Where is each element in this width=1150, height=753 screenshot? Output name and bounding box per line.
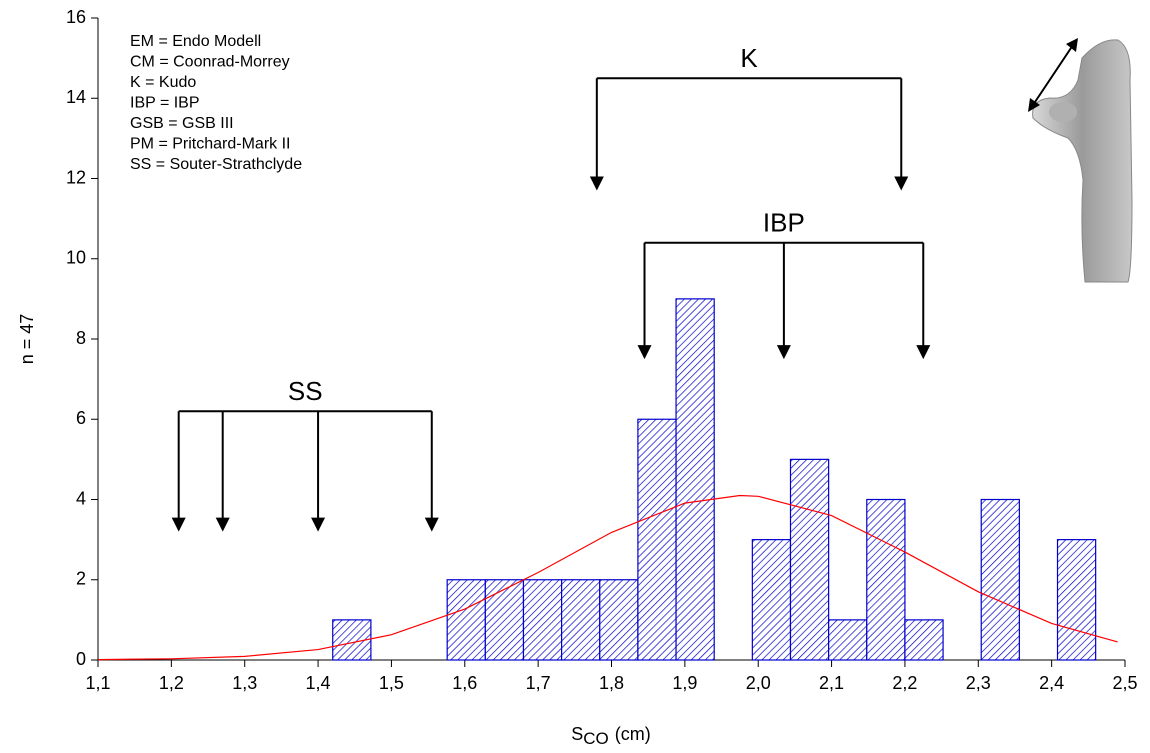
x-tick-label: 2,1 xyxy=(819,673,844,693)
histogram-bar xyxy=(789,458,830,661)
x-label-main: S xyxy=(571,724,583,744)
histogram-bar xyxy=(1056,539,1097,661)
y-axis-label: n = 47 xyxy=(17,314,37,365)
y-tick-label: 12 xyxy=(66,167,86,187)
arrow-head xyxy=(637,345,652,360)
histogram-bar xyxy=(675,298,715,661)
x-tick-label: 1,8 xyxy=(599,673,624,693)
fitted-curve xyxy=(97,494,1118,661)
x-tick-label: 2,2 xyxy=(892,673,917,693)
arrow-head xyxy=(776,345,791,360)
x-label-unit: (cm) xyxy=(615,724,651,744)
x-tick-label: 1,5 xyxy=(379,673,404,693)
legend-text: EM = Endo Modell xyxy=(130,33,261,50)
y-tick-label: 10 xyxy=(66,248,86,268)
x-tick-label: 2,3 xyxy=(966,673,991,693)
legend-text: IBP = IBP xyxy=(130,95,200,112)
histogram-bar xyxy=(828,619,868,661)
legend-text: CM = Coonrad-Morrey xyxy=(130,54,290,71)
x-tick-label: 1,9 xyxy=(672,673,697,693)
arrow-head xyxy=(589,176,604,191)
histogram-bar xyxy=(751,539,792,661)
x-tick-label: 1,3 xyxy=(232,673,257,693)
histogram-bar xyxy=(561,579,601,661)
arrow-head xyxy=(171,517,186,532)
histogram-bar xyxy=(637,418,677,661)
bracket-label: K xyxy=(740,43,758,73)
y-tick-label: 16 xyxy=(66,7,86,27)
arrow-head xyxy=(894,176,909,191)
x-tick-label: 2,4 xyxy=(1039,673,1064,693)
x-tick-label: 1,7 xyxy=(526,673,551,693)
histogram-bar xyxy=(522,579,563,661)
x-tick-label: 2,0 xyxy=(746,673,771,693)
x-tick-label: 1,6 xyxy=(452,673,477,693)
legend-text: PM = Pritchard-Mark II xyxy=(130,136,290,153)
histogram-bar xyxy=(446,579,486,661)
histogram-bar xyxy=(599,579,639,661)
x-axis-label: SCO (cm) xyxy=(571,724,651,749)
y-tick-label: 6 xyxy=(76,408,86,428)
bone-illustration xyxy=(1028,38,1133,283)
y-tick-label: 14 xyxy=(66,87,86,107)
legend-text: GSB = GSB III xyxy=(130,115,234,132)
y-tick-label: 0 xyxy=(76,649,86,669)
legend-text: SS = Souter-Strathclyde xyxy=(130,156,302,173)
y-tick-label: 2 xyxy=(76,569,86,589)
x-label-sub: CO xyxy=(583,729,609,748)
bracket-label: SS xyxy=(288,376,323,406)
y-tick-label: 4 xyxy=(76,488,86,508)
legend-text: K = Kudo xyxy=(130,74,196,91)
histogram-bar xyxy=(484,579,525,661)
x-tick-label: 1,2 xyxy=(159,673,184,693)
bracket-label: IBP xyxy=(763,208,805,238)
arrow-head xyxy=(311,517,326,532)
y-tick-label: 8 xyxy=(76,328,86,348)
x-tick-label: 2,5 xyxy=(1112,673,1137,693)
histogram-bar xyxy=(866,498,906,661)
x-tick-label: 1,4 xyxy=(306,673,331,693)
histogram-bar xyxy=(904,619,944,661)
histogram-bar xyxy=(980,498,1020,661)
x-tick-label: 1,1 xyxy=(85,673,110,693)
arrow-head xyxy=(916,345,931,360)
arrow-head xyxy=(215,517,230,532)
arrow-head xyxy=(424,517,439,532)
